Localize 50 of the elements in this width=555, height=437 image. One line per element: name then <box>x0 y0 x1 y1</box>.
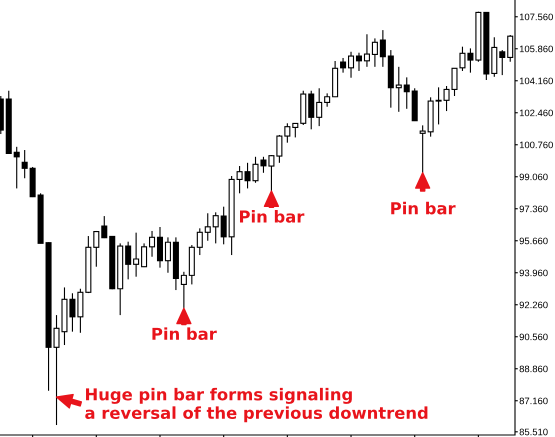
candlestick <box>364 34 370 68</box>
annotation: Huge pin bar forms signaling a reversal of the previous downtrend <box>85 388 428 422</box>
candlestick <box>141 242 148 268</box>
candlestick <box>156 226 164 268</box>
candlestick <box>372 38 378 68</box>
y-tick-label: 85.510 <box>520 428 548 436</box>
y-tick-label: 95.660 <box>520 238 548 244</box>
candlestick <box>467 48 474 74</box>
candlestick <box>268 154 274 192</box>
candlestick <box>459 46 466 72</box>
candlestick <box>276 134 282 164</box>
candlestick <box>444 85 450 112</box>
candlestick <box>164 236 171 274</box>
candlestick <box>451 68 458 97</box>
candlestick <box>348 51 354 78</box>
candlestick <box>436 86 442 125</box>
y-tick-label: 97.360 <box>520 206 548 212</box>
candlestick <box>133 232 140 278</box>
y-tick-label: 93.960 <box>520 270 548 276</box>
y-tick-label: 100.760 <box>520 142 553 148</box>
y-tick-label: 102.460 <box>520 110 553 116</box>
candlestick <box>180 271 187 309</box>
candlestick <box>380 30 386 68</box>
candlestick <box>356 52 362 72</box>
y-tick-label: 92.260 <box>520 302 548 308</box>
y-tick-label: 90.560 <box>520 334 548 340</box>
y-tick-label: 105.860 <box>520 46 553 52</box>
candlestick <box>324 92 330 108</box>
candlestick <box>340 57 346 74</box>
candlestick <box>252 156 259 184</box>
y-tick-label: 99.060 <box>520 174 548 180</box>
y-tick-label: 88.860 <box>520 366 548 372</box>
candlestick <box>420 124 426 174</box>
annotation: Pin bar <box>391 202 456 214</box>
candlestick <box>69 292 76 332</box>
candlestick <box>93 230 100 268</box>
candlestick <box>284 122 290 144</box>
candlestick <box>244 162 251 189</box>
y-tick-label: 87.160 <box>520 398 548 404</box>
candlestick <box>260 156 266 174</box>
annotation: Pin bar <box>152 327 217 340</box>
candlestick <box>220 206 227 245</box>
annotation: Pin bar <box>240 210 304 223</box>
candlestick <box>236 165 243 194</box>
candlestick <box>22 149 28 179</box>
y-tick-label: 104.160 <box>520 78 553 84</box>
candlestick <box>53 314 60 426</box>
candlestick <box>125 241 132 280</box>
candlestick <box>149 230 156 258</box>
y-tick-label: 107.560 <box>520 14 553 20</box>
